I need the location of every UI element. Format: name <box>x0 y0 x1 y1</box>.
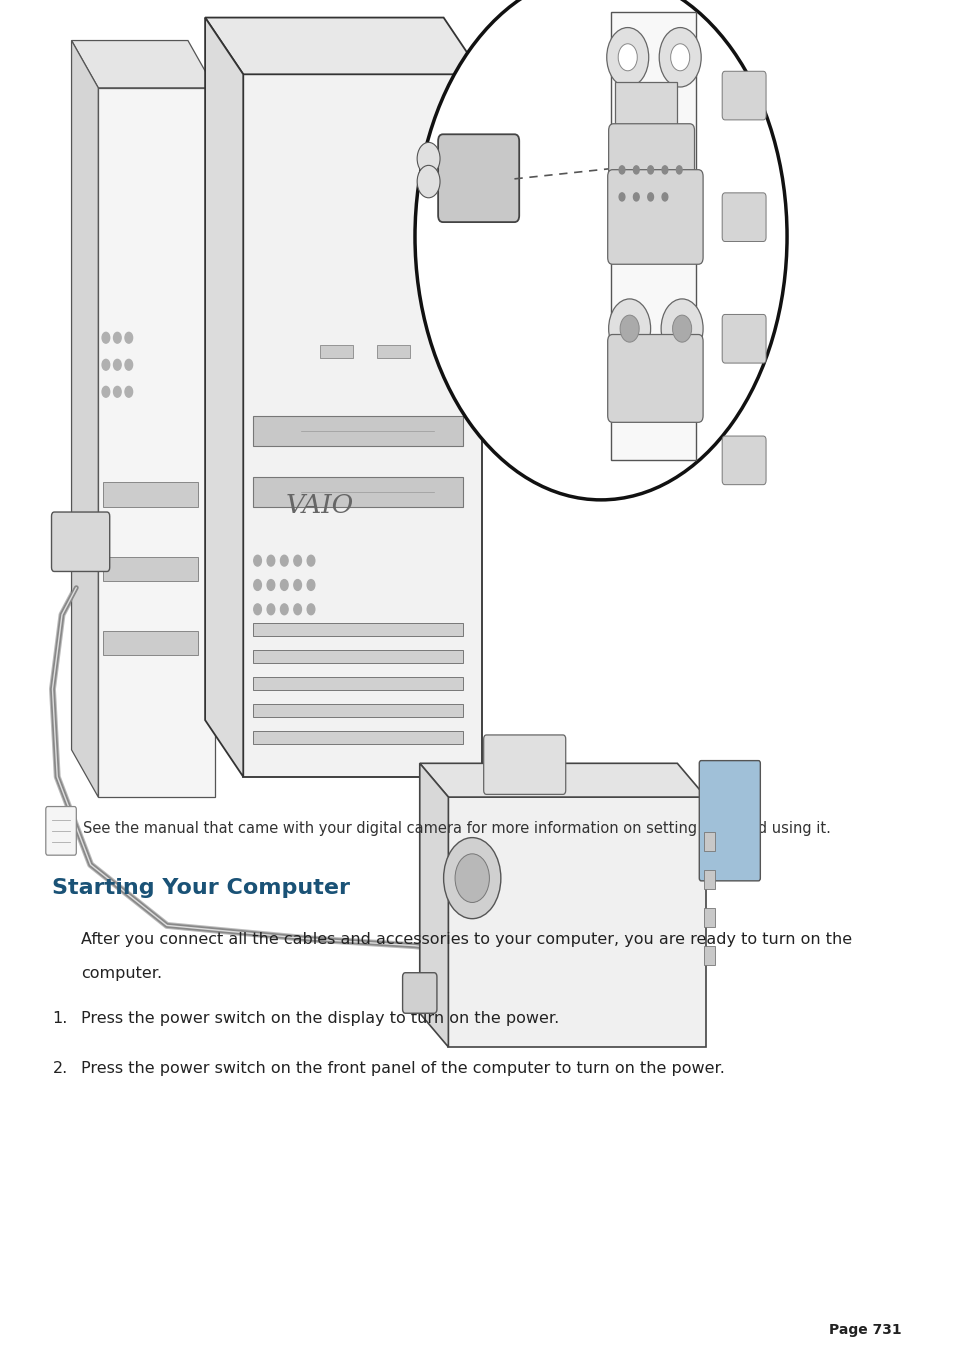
Circle shape <box>660 299 702 358</box>
Text: See the manual that came with your digital camera for more information on settin: See the manual that came with your digit… <box>83 820 830 836</box>
Circle shape <box>267 580 274 590</box>
Polygon shape <box>98 88 214 797</box>
Text: Press the power switch on the display to turn on the power.: Press the power switch on the display to… <box>81 1011 558 1025</box>
Bar <box>103 482 198 507</box>
Circle shape <box>618 193 624 201</box>
Circle shape <box>253 580 261 590</box>
Polygon shape <box>205 18 481 74</box>
Circle shape <box>633 166 639 174</box>
Polygon shape <box>71 41 214 88</box>
Bar <box>610 12 696 461</box>
Circle shape <box>307 555 314 566</box>
Circle shape <box>125 332 132 343</box>
Circle shape <box>443 838 500 919</box>
Bar <box>376 345 410 358</box>
Circle shape <box>113 386 121 397</box>
Circle shape <box>267 604 274 615</box>
Circle shape <box>253 604 261 615</box>
Circle shape <box>618 166 624 174</box>
Circle shape <box>280 580 288 590</box>
Circle shape <box>102 386 110 397</box>
FancyBboxPatch shape <box>253 704 462 717</box>
Circle shape <box>416 165 439 197</box>
Text: Starting Your Computer: Starting Your Computer <box>52 878 350 898</box>
FancyBboxPatch shape <box>721 436 765 485</box>
FancyBboxPatch shape <box>46 807 76 855</box>
FancyBboxPatch shape <box>437 134 518 222</box>
Bar <box>703 908 715 927</box>
Circle shape <box>608 299 650 358</box>
FancyBboxPatch shape <box>699 761 760 881</box>
FancyBboxPatch shape <box>402 973 436 1013</box>
Circle shape <box>280 604 288 615</box>
FancyBboxPatch shape <box>253 650 462 663</box>
Circle shape <box>676 166 681 174</box>
Circle shape <box>307 580 314 590</box>
Circle shape <box>307 604 314 615</box>
FancyBboxPatch shape <box>721 315 765 363</box>
Polygon shape <box>419 763 448 1047</box>
Circle shape <box>661 193 667 201</box>
FancyBboxPatch shape <box>51 512 110 571</box>
Circle shape <box>294 604 301 615</box>
Circle shape <box>113 359 121 370</box>
Circle shape <box>416 142 439 174</box>
Circle shape <box>661 166 667 174</box>
Polygon shape <box>71 41 98 797</box>
Text: After you connect all the cables and accessories to your computer, you are ready: After you connect all the cables and acc… <box>81 932 851 947</box>
Circle shape <box>633 193 639 201</box>
Circle shape <box>659 27 700 86</box>
Circle shape <box>294 555 301 566</box>
Polygon shape <box>419 763 705 797</box>
Circle shape <box>415 0 786 500</box>
Circle shape <box>113 332 121 343</box>
FancyBboxPatch shape <box>253 731 462 744</box>
FancyBboxPatch shape <box>607 170 702 265</box>
Polygon shape <box>243 74 481 777</box>
Circle shape <box>267 555 274 566</box>
FancyBboxPatch shape <box>721 193 765 242</box>
Circle shape <box>606 27 648 86</box>
FancyBboxPatch shape <box>615 82 677 136</box>
Bar <box>319 345 353 358</box>
FancyBboxPatch shape <box>253 477 462 507</box>
Circle shape <box>670 43 689 70</box>
Circle shape <box>455 854 489 902</box>
Text: Press the power switch on the front panel of the computer to turn on the power.: Press the power switch on the front pane… <box>81 1061 724 1075</box>
Bar <box>103 557 198 581</box>
Circle shape <box>125 359 132 370</box>
Text: 1.: 1. <box>52 1011 68 1025</box>
Bar <box>703 832 715 851</box>
FancyBboxPatch shape <box>253 623 462 636</box>
Circle shape <box>619 315 639 342</box>
FancyBboxPatch shape <box>253 416 462 446</box>
Text: VAIO: VAIO <box>285 493 354 519</box>
Bar <box>103 631 198 655</box>
Circle shape <box>294 580 301 590</box>
Circle shape <box>647 166 653 174</box>
FancyBboxPatch shape <box>608 124 694 212</box>
FancyBboxPatch shape <box>607 335 702 423</box>
Text: computer.: computer. <box>81 966 162 981</box>
Circle shape <box>647 193 653 201</box>
Text: 2.: 2. <box>52 1061 68 1075</box>
Bar <box>703 946 715 965</box>
Circle shape <box>102 332 110 343</box>
FancyBboxPatch shape <box>253 677 462 690</box>
Polygon shape <box>448 797 705 1047</box>
FancyBboxPatch shape <box>721 72 765 120</box>
Circle shape <box>102 359 110 370</box>
FancyBboxPatch shape <box>483 735 565 794</box>
Circle shape <box>125 386 132 397</box>
Circle shape <box>672 315 691 342</box>
Circle shape <box>253 555 261 566</box>
Circle shape <box>618 43 637 70</box>
Polygon shape <box>205 18 243 777</box>
Text: Page 731: Page 731 <box>828 1324 901 1337</box>
Circle shape <box>280 555 288 566</box>
Bar <box>703 870 715 889</box>
